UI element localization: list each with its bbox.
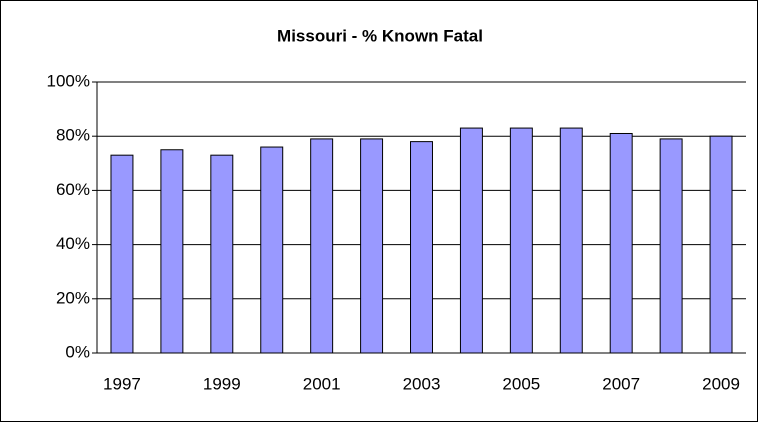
x-tick-label: 2001 bbox=[303, 374, 341, 393]
bar bbox=[559, 127, 583, 354]
bar bbox=[609, 132, 633, 354]
x-tick-label: 2007 bbox=[602, 374, 640, 393]
x-tick-label: 1997 bbox=[103, 374, 141, 393]
bar bbox=[210, 154, 234, 354]
y-tick-label: 40% bbox=[56, 234, 90, 253]
y-tick-label: 80% bbox=[56, 126, 90, 145]
bar bbox=[459, 127, 483, 354]
bar bbox=[659, 138, 683, 354]
bar bbox=[360, 138, 384, 354]
bar bbox=[260, 146, 284, 354]
bar bbox=[410, 141, 433, 354]
y-tick-label: 100% bbox=[47, 71, 90, 90]
y-tick-label: 0% bbox=[65, 342, 90, 361]
bar bbox=[110, 154, 134, 354]
bar bbox=[709, 135, 733, 354]
x-tick-label: 2005 bbox=[502, 374, 540, 393]
chart-title: Missouri - % Known Fatal bbox=[277, 26, 483, 45]
x-tick-label: 1999 bbox=[203, 374, 241, 393]
y-tick-label: 60% bbox=[56, 180, 90, 199]
y-tick-label: 20% bbox=[56, 288, 90, 307]
bar bbox=[310, 138, 334, 354]
x-tick-label: 2009 bbox=[702, 374, 740, 393]
bar bbox=[160, 149, 184, 354]
x-tick-label: 2003 bbox=[403, 374, 441, 393]
bar bbox=[509, 127, 533, 354]
